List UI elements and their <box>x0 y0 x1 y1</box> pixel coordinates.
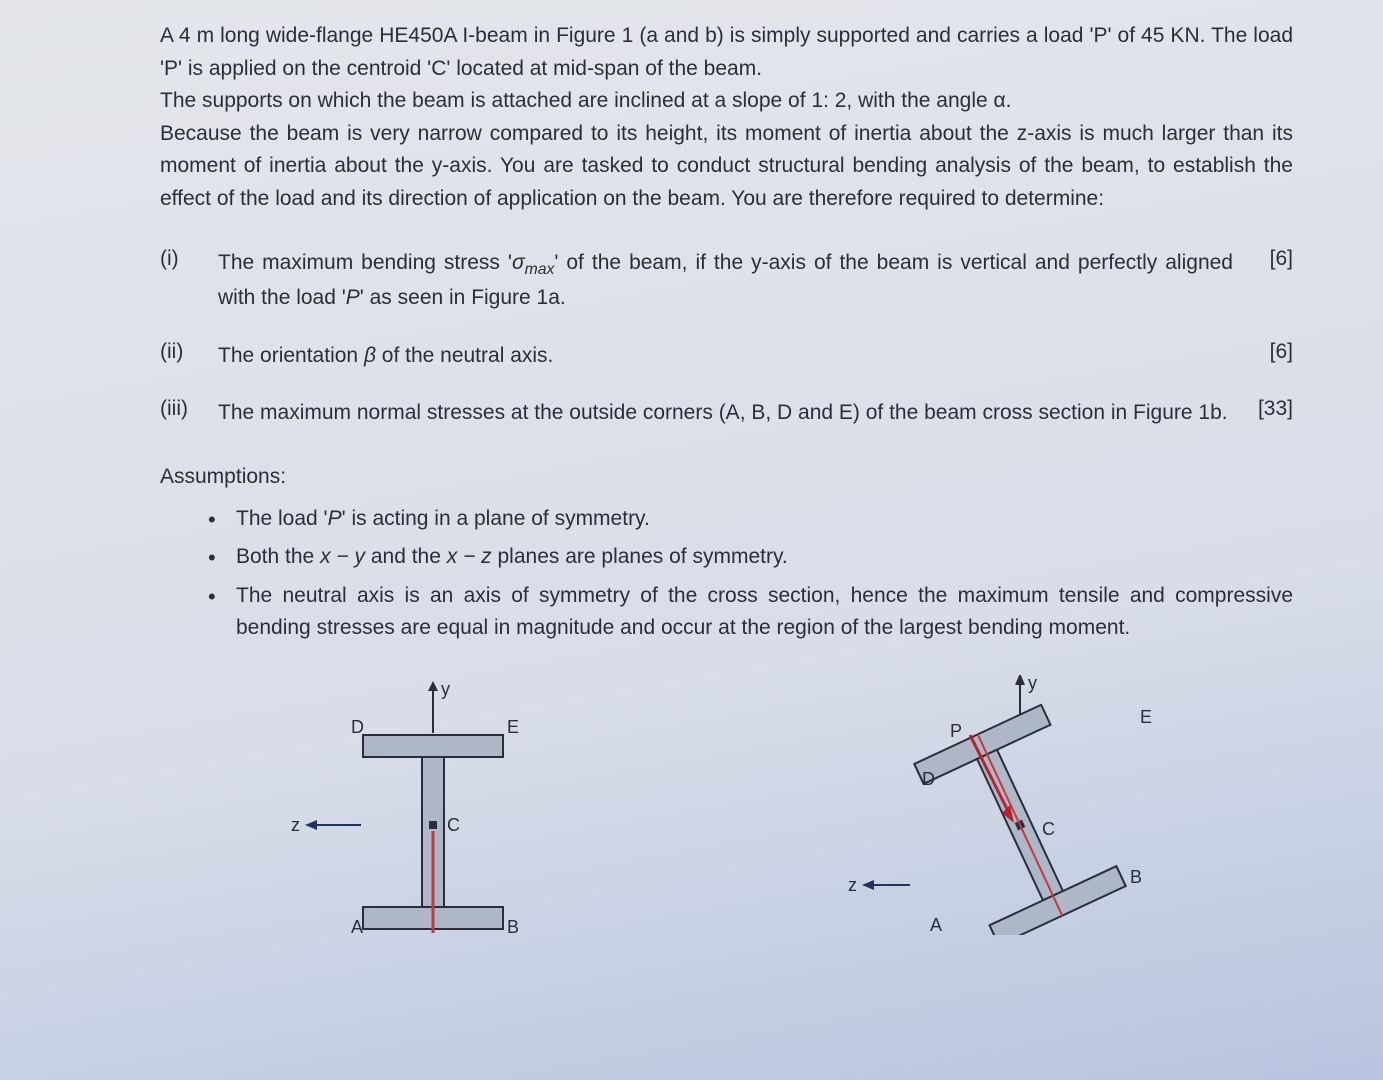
assumption-item: Both the x − y and the x − z planes are … <box>208 541 1293 574</box>
label-D: D <box>351 717 364 737</box>
label-z: z <box>291 815 300 835</box>
label-A: A <box>351 917 363 935</box>
label-P: P <box>950 721 962 741</box>
q-text: The maximum bending stress 'σmax' of the… <box>218 247 1233 313</box>
q-marks: [6] <box>1233 340 1293 364</box>
figure-1a: y z C D E A B <box>160 675 707 935</box>
label-B: B <box>507 917 519 935</box>
ibeam-upright-svg: y z C D E A B <box>243 675 623 935</box>
label-E: E <box>507 717 519 737</box>
label-A: A <box>930 915 942 935</box>
assumptions-title: Assumptions: <box>160 465 1293 489</box>
problem-intro: A 4 m long wide-flange HE450A I-beam in … <box>160 20 1293 215</box>
question-i: (i) The maximum bending stress 'σmax' of… <box>160 247 1293 313</box>
ibeam-inclined-svg: y P z D E C B A <box>810 675 1230 935</box>
label-D: D <box>922 769 935 789</box>
intro-p3: Because the beam is very narrow compared… <box>160 118 1293 216</box>
q-num: (i) <box>160 247 218 271</box>
q-marks: [33] <box>1233 397 1293 421</box>
label-C: C <box>1042 819 1055 839</box>
assumptions-list: The load 'P' is acting in a plane of sym… <box>160 503 1293 645</box>
intro-p2: The supports on which the beam is attach… <box>160 85 1293 118</box>
figure-1b: y P z D E C B A <box>747 675 1294 935</box>
q-text: The maximum normal stresses at the outsi… <box>218 397 1233 429</box>
label-E: E <box>1140 707 1152 727</box>
label-B: B <box>1130 867 1142 887</box>
q-text: The orientation β of the neutral axis. <box>218 340 1233 372</box>
figures-row: y z C D E A B <box>160 675 1293 935</box>
label-z: z <box>848 875 857 895</box>
question-ii: (ii) The orientation β of the neutral ax… <box>160 340 1293 372</box>
label-y: y <box>441 679 450 699</box>
intro-p1: A 4 m long wide-flange HE450A I-beam in … <box>160 20 1293 85</box>
label-C: C <box>447 815 460 835</box>
assumption-item: The neutral axis is an axis of symmetry … <box>208 580 1293 645</box>
q-num: (iii) <box>160 397 218 421</box>
questions-list: (i) The maximum bending stress 'σmax' of… <box>160 247 1293 428</box>
question-iii: (iii) The maximum normal stresses at the… <box>160 397 1293 429</box>
label-y: y <box>1028 675 1037 693</box>
q-num: (ii) <box>160 340 218 364</box>
assumption-item: The load 'P' is acting in a plane of sym… <box>208 503 1293 536</box>
q-marks: [6] <box>1233 247 1293 271</box>
assumptions-block: Assumptions: The load 'P' is acting in a… <box>160 465 1293 645</box>
